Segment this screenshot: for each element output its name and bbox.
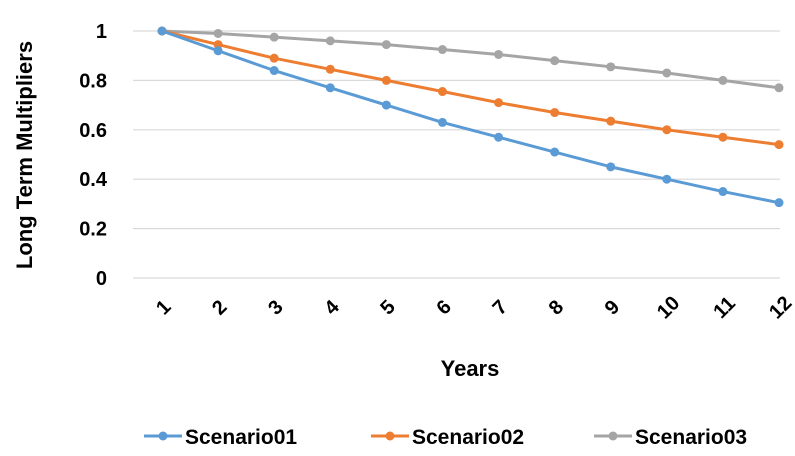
- data-point: [606, 62, 616, 72]
- data-point: [550, 108, 560, 118]
- data-point: [494, 49, 504, 59]
- y-tick-label: 0.4: [79, 169, 108, 191]
- legend-label: Scenario03: [635, 426, 747, 449]
- data-point: [718, 187, 728, 197]
- series-scenario03: [157, 26, 784, 93]
- x-tick-label: 4: [320, 295, 344, 319]
- data-point: [381, 100, 391, 110]
- x-tick-label: 11: [709, 292, 740, 323]
- gridlines: [133, 30, 780, 279]
- legend-item: Scenario03: [594, 426, 747, 449]
- data-point: [550, 147, 560, 157]
- series-line: [161, 29, 780, 90]
- data-point: [269, 66, 279, 76]
- y-tick-label: 0.6: [79, 120, 107, 142]
- data-point: [437, 117, 447, 127]
- x-axis-ticks: 1 2 3 4 5 6 7 8 9 10 11 12: [152, 292, 795, 323]
- x-tick-label: 10: [653, 292, 684, 323]
- x-tick-label: 1: [152, 296, 175, 319]
- y-axis-ticks: 0 0.2 0.4 0.6 0.8 1: [79, 21, 108, 290]
- data-point: [550, 56, 560, 66]
- data-point: [213, 46, 223, 56]
- data-point: [718, 132, 728, 142]
- series-scenario01: [157, 26, 784, 208]
- x-tick-label: 7: [489, 296, 512, 319]
- data-point: [437, 45, 447, 55]
- data-point: [437, 87, 447, 97]
- legend-swatch-marker: [385, 431, 395, 441]
- data-point: [325, 64, 335, 74]
- legend-swatch-marker: [158, 431, 168, 441]
- data-point: [662, 174, 672, 184]
- x-tick-label: 3: [264, 296, 287, 319]
- x-axis-title: Years: [441, 356, 500, 381]
- data-point: [269, 32, 279, 42]
- data-point: [606, 162, 616, 172]
- x-tick-label: 9: [601, 296, 624, 319]
- data-point: [213, 40, 223, 50]
- y-tick-label: 0.2: [79, 219, 107, 241]
- x-tick-label: 2: [208, 296, 231, 319]
- data-point: [774, 140, 784, 150]
- legend-item: Scenario02: [371, 426, 524, 449]
- x-tick-label: 12: [765, 292, 795, 323]
- data-point: [381, 40, 391, 50]
- x-tick-label: 8: [545, 296, 568, 319]
- data-point: [325, 36, 335, 46]
- series-lines: [157, 26, 784, 208]
- series-line: [161, 29, 780, 147]
- legend: Scenario01 Scenario02 Scenario03: [144, 426, 747, 449]
- data-point: [662, 125, 672, 135]
- data-point: [494, 132, 504, 142]
- x-tick-label: 5: [376, 296, 399, 319]
- series-scenario02: [157, 26, 784, 150]
- data-point: [381, 75, 391, 85]
- data-point: [325, 83, 335, 93]
- data-point: [494, 98, 504, 108]
- legend-item: Scenario01: [144, 426, 297, 449]
- data-point: [662, 68, 672, 78]
- data-point: [718, 75, 728, 85]
- data-point: [774, 83, 784, 93]
- legend-swatch-marker: [608, 431, 618, 441]
- y-tick-label: 0: [96, 268, 107, 290]
- y-axis-title: Long Term Multipliers: [12, 41, 37, 269]
- data-point: [213, 28, 223, 38]
- legend-label: Scenario02: [412, 426, 524, 449]
- data-point: [157, 26, 167, 36]
- series-line: [161, 29, 780, 205]
- data-point: [606, 116, 616, 126]
- y-tick-label: 0.8: [79, 70, 107, 92]
- x-tick-label: 6: [433, 296, 456, 319]
- y-tick-label: 1: [96, 21, 107, 43]
- data-point: [774, 198, 784, 208]
- data-point: [269, 53, 279, 63]
- legend-label: Scenario01: [185, 426, 297, 449]
